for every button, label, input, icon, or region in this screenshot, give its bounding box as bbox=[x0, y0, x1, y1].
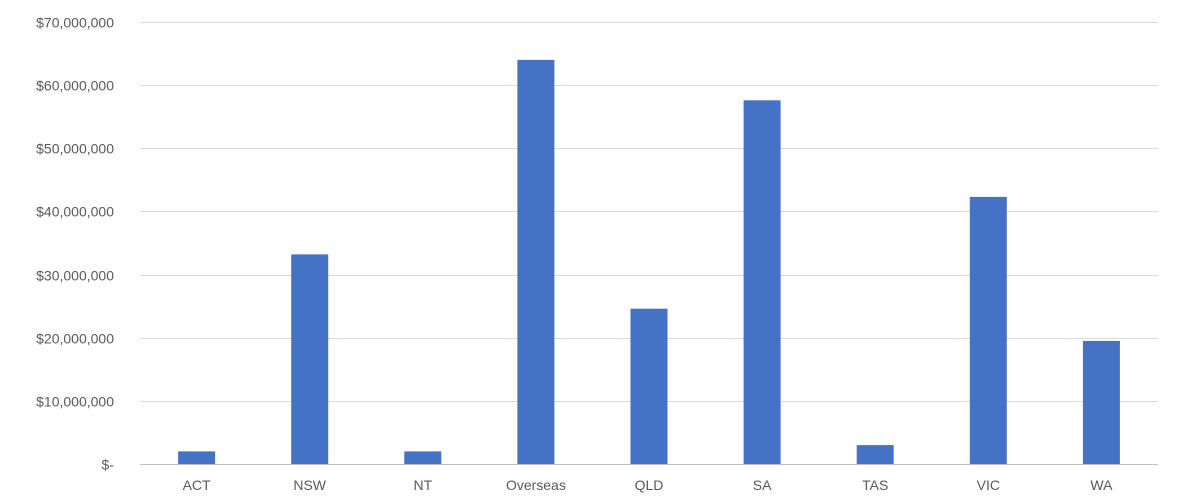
x-tick-label: WA bbox=[1090, 477, 1113, 493]
x-tick-label: SA bbox=[753, 477, 772, 493]
x-tick-label: VIC bbox=[977, 477, 1000, 493]
y-axis-tick-labels: $- $10,000,000 $20,000,000 $30,000,000 $40,0… bbox=[36, 15, 114, 473]
bar-nt bbox=[404, 451, 442, 464]
bar-tas bbox=[856, 445, 894, 464]
y-tick-label: $40,000,000 bbox=[36, 204, 114, 220]
bar-wa bbox=[1082, 340, 1120, 464]
y-tick-label: $20,000,000 bbox=[36, 331, 114, 347]
x-tick-label: ACT bbox=[183, 477, 211, 493]
x-axis-tick-labels: ACT NSW NT Overseas QLD SA TAS VIC WA bbox=[183, 477, 1113, 493]
y-tick-label: $60,000,000 bbox=[36, 78, 114, 94]
bar-qld bbox=[630, 308, 668, 464]
bar-overseas bbox=[517, 59, 555, 465]
bar-vic bbox=[969, 196, 1007, 464]
y-tick-label: $- bbox=[102, 457, 115, 473]
x-tick-label: NT bbox=[413, 477, 432, 493]
y-tick-label: $70,000,000 bbox=[36, 15, 114, 31]
y-tick-label: $50,000,000 bbox=[36, 141, 114, 157]
bar-sa bbox=[743, 100, 781, 465]
bars bbox=[178, 59, 1120, 465]
x-tick-label: TAS bbox=[862, 477, 888, 493]
y-tick-label: $10,000,000 bbox=[36, 394, 114, 410]
bar-act bbox=[178, 451, 216, 464]
x-tick-label: Overseas bbox=[506, 477, 566, 493]
y-tick-label: $30,000,000 bbox=[36, 268, 114, 284]
x-tick-label: NSW bbox=[293, 477, 326, 493]
x-tick-label: QLD bbox=[635, 477, 664, 493]
bar-nsw bbox=[291, 254, 329, 464]
